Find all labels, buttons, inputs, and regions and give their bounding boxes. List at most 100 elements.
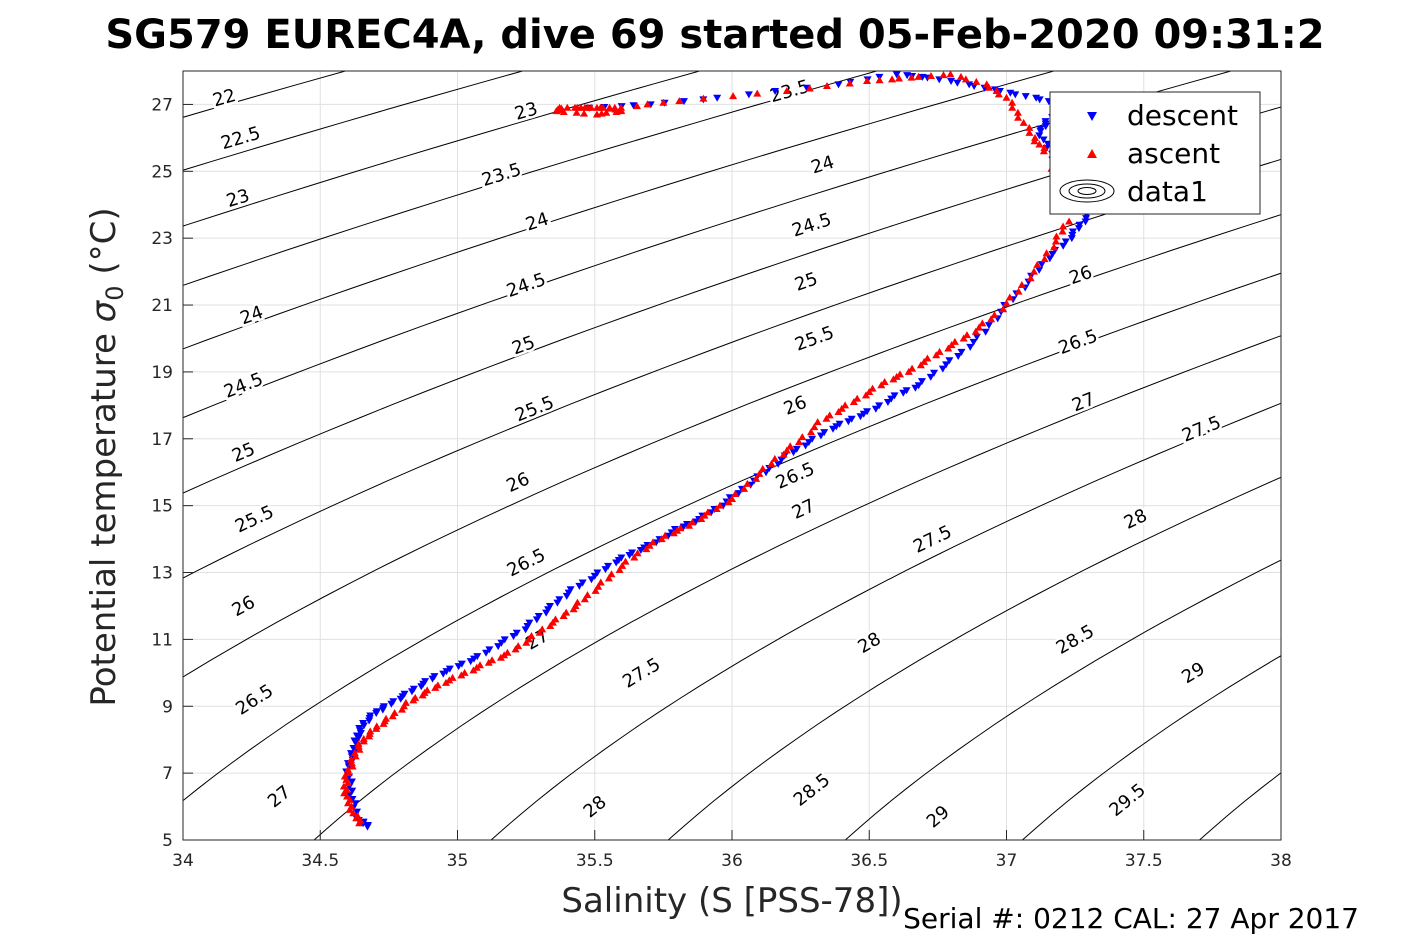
ascent-point	[972, 77, 981, 85]
density-contour-line	[183, 106, 1281, 494]
ascent-point	[895, 74, 904, 82]
ascent-point	[755, 469, 764, 477]
descent-point	[1032, 94, 1041, 102]
ascent-point	[340, 772, 349, 780]
ascent-point	[982, 80, 991, 88]
descent-point	[350, 737, 359, 745]
ascent-point	[592, 103, 601, 111]
descent-point	[1081, 218, 1090, 226]
ascent-point	[591, 586, 600, 594]
descent-point	[1021, 93, 1030, 101]
ascent-point	[580, 109, 589, 117]
ascent-point	[659, 98, 668, 106]
descent-point	[364, 821, 373, 829]
descent-point	[917, 378, 926, 386]
ascent-point	[476, 661, 485, 669]
density-contour-line	[1377, 71, 1417, 840]
density-contour-line	[667, 476, 1281, 840]
density-contour-line	[183, 71, 700, 227]
descent-point	[947, 78, 956, 86]
descent-point	[604, 562, 613, 570]
ascent-point	[1033, 260, 1042, 268]
descent-point	[883, 399, 892, 407]
descent-point	[914, 382, 923, 390]
y-tick-label: 13	[151, 564, 173, 584]
legend-box	[1049, 91, 1261, 215]
ascent-point	[961, 75, 970, 83]
descent-point	[1068, 231, 1077, 239]
descent-point	[494, 643, 503, 651]
descent-point	[1037, 261, 1046, 269]
y-tick-label: 5	[162, 831, 173, 851]
ascent-point	[807, 428, 816, 436]
ascent-point	[572, 108, 581, 116]
ascent-point	[962, 331, 971, 339]
ascent-point	[596, 578, 605, 586]
x-tick-label: 34.5	[301, 851, 339, 871]
ascent-point	[853, 394, 862, 402]
ascent-point	[798, 433, 807, 441]
ascent-point	[923, 354, 932, 362]
descent-point	[871, 405, 880, 413]
ascent-point	[1026, 274, 1035, 282]
ascent-point	[868, 384, 877, 392]
ascent-point	[401, 698, 410, 706]
ascent-point	[559, 107, 568, 115]
ascent-point	[888, 75, 897, 83]
ascent-point	[339, 782, 348, 790]
y-tick-label: 9	[162, 697, 173, 717]
ascent-point	[1002, 299, 1011, 307]
ascent-point	[551, 615, 560, 623]
descent-point	[875, 402, 884, 410]
ascent-point	[1019, 118, 1028, 126]
ascent-point	[1008, 103, 1017, 111]
ascent-point	[813, 418, 822, 426]
chart-title: SG579 EUREC4A, dive 69 started 05-Feb-20…	[105, 12, 1324, 58]
descent-point	[966, 343, 975, 351]
ascent-point	[927, 72, 936, 80]
density-contour-line	[844, 559, 1281, 840]
density-contour-line	[183, 272, 1281, 802]
descent-point	[771, 88, 780, 96]
density-contour-line	[183, 71, 1054, 350]
ascent-point	[1008, 98, 1017, 106]
descent-point	[847, 415, 856, 423]
descent-point	[353, 808, 362, 816]
descent-point	[820, 429, 829, 437]
descent-point	[808, 435, 817, 443]
descent-point	[890, 392, 899, 400]
ascent-point	[423, 686, 432, 694]
ascent-point	[621, 557, 630, 565]
descent-point	[512, 629, 521, 637]
ascent-point	[562, 608, 571, 616]
descent-point	[938, 365, 947, 373]
ascent-point	[643, 100, 652, 108]
descent-point	[359, 719, 368, 727]
descent-point	[352, 732, 361, 740]
ascent-point	[1014, 113, 1023, 121]
ascent-point	[699, 94, 708, 102]
ascent-point	[703, 508, 712, 516]
ascent-point	[630, 553, 639, 561]
descent-point	[525, 619, 534, 627]
ascent-point	[580, 595, 589, 603]
descent-point	[777, 456, 786, 464]
ascent-point	[999, 305, 1008, 313]
ascent-point	[794, 438, 803, 446]
descent-point	[534, 612, 543, 620]
x-axis-label: Salinity (S [PSS-78])	[561, 881, 902, 921]
y-axis-label-subscript: 0	[101, 285, 129, 300]
descent-point	[348, 787, 357, 795]
ascent-point	[740, 484, 749, 492]
ascent-point	[633, 549, 642, 557]
descent-point	[1068, 228, 1077, 236]
descent-point	[903, 72, 912, 80]
descent-point	[816, 432, 825, 440]
ascent-point	[390, 708, 399, 716]
descent-point	[628, 549, 637, 557]
ascent-point	[731, 489, 740, 497]
x-tick-label: 34	[172, 851, 194, 871]
legend-data1-label: data1	[1127, 175, 1208, 208]
ascent-point	[880, 377, 889, 385]
